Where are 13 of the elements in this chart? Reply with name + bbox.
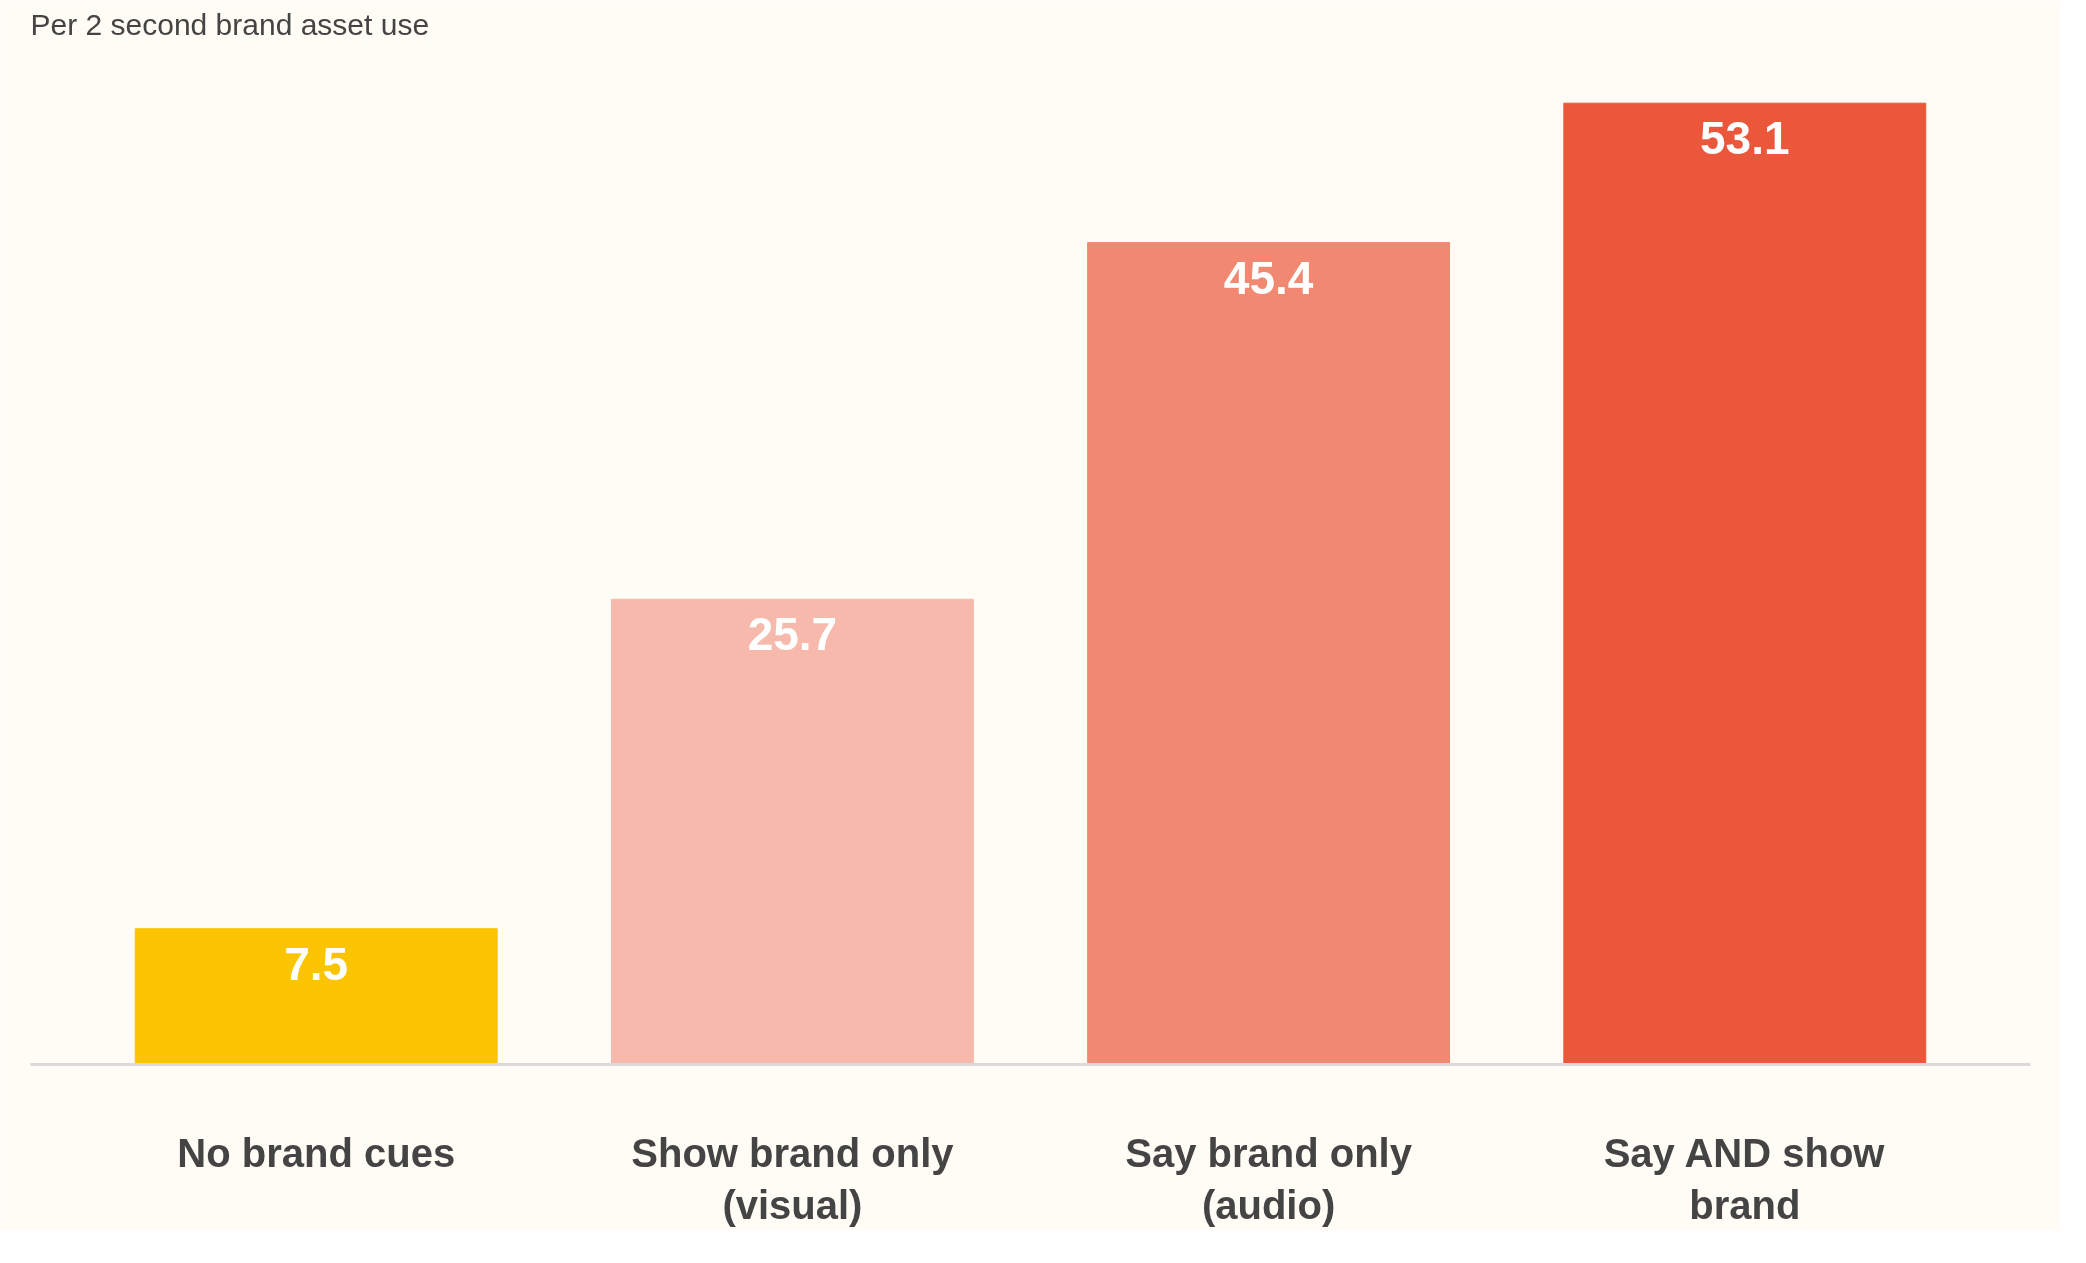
data-label: 7.5 — [284, 937, 349, 990]
bar — [134, 928, 498, 1065]
x-tick-label: Say AND show brand — [1603, 1130, 1886, 1228]
data-label: 45.4 — [1223, 251, 1314, 304]
bar — [610, 598, 974, 1065]
data-label: 25.7 — [747, 608, 838, 661]
chart-subtitle: Per 2 second brand asset use — [30, 7, 430, 41]
x-tick-label: Say brand only (audio) — [1125, 1130, 1413, 1228]
x-tick-label: Show brand only (visual) — [631, 1130, 955, 1228]
data-label: 53.1 — [1700, 112, 1790, 165]
bar — [1087, 242, 1451, 1065]
bar — [1563, 102, 1927, 1065]
x-tick-label: No brand cues — [177, 1130, 456, 1175]
